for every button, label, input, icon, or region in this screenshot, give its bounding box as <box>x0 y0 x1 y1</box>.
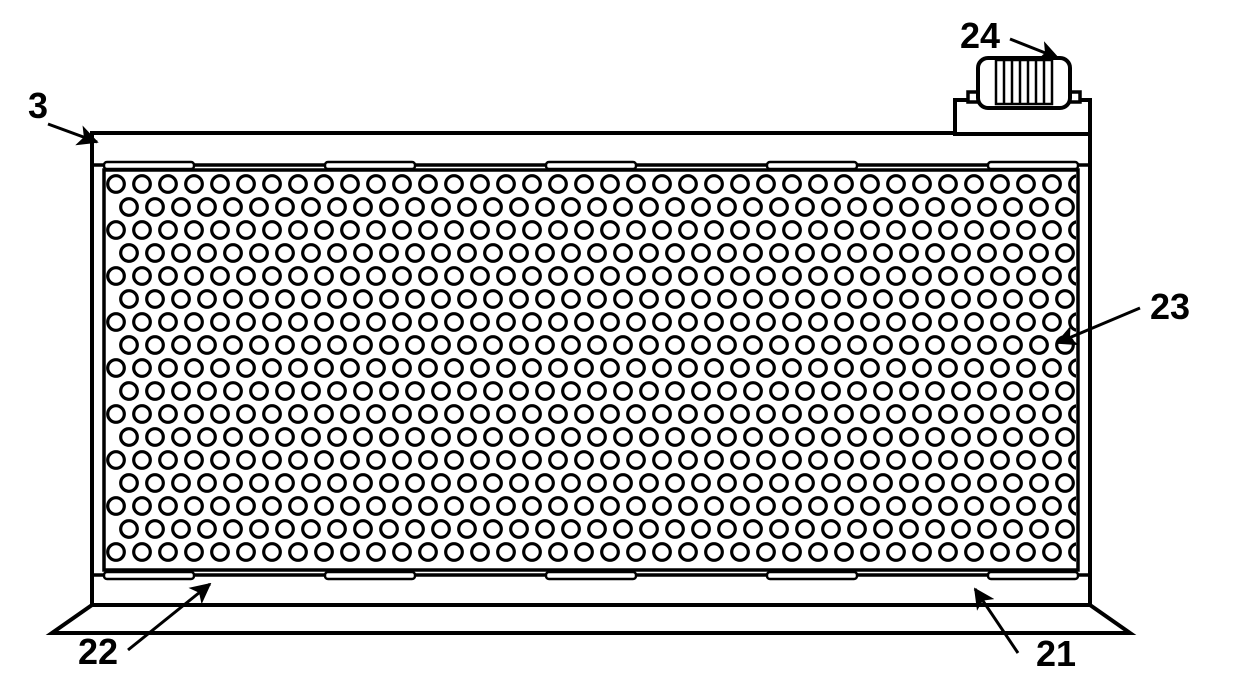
callout-label: 21 <box>1036 633 1076 674</box>
callout-label: 22 <box>78 631 118 672</box>
callout-3: 3 <box>28 85 97 142</box>
callout-24: 24 <box>960 15 1058 58</box>
callout-22: 22 <box>78 584 210 672</box>
motor <box>955 58 1090 134</box>
callout-label: 23 <box>1150 286 1190 327</box>
mesh-panel <box>104 170 1086 570</box>
callout-label: 3 <box>28 85 48 126</box>
callout-label: 24 <box>960 15 1000 56</box>
mesh-holes <box>108 176 1087 561</box>
